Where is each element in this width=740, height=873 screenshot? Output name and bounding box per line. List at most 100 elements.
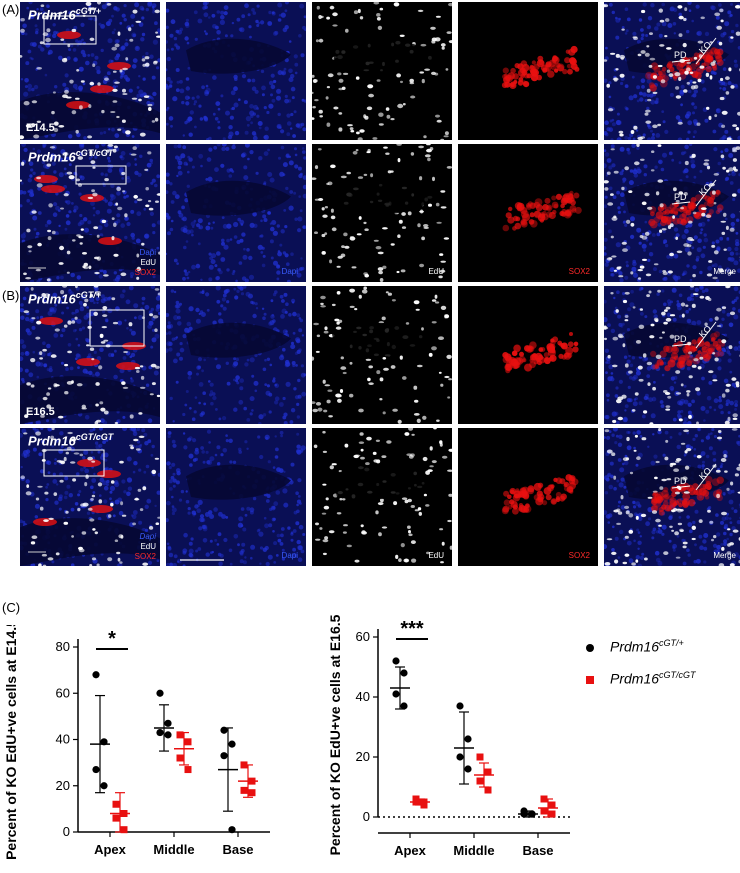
- x-tick-label: Base: [522, 843, 553, 858]
- data-point: [548, 801, 556, 809]
- data-point: [484, 786, 492, 794]
- micro-tile-sox2: SOX2: [458, 428, 598, 566]
- data-point: [476, 777, 484, 785]
- x-tick-label: Apex: [394, 843, 427, 858]
- data-point: [248, 777, 256, 785]
- data-point: [164, 731, 172, 739]
- data-point: [176, 754, 184, 762]
- micro-tile-dapi: Dapi: [166, 428, 306, 566]
- micro-tile-edu: EdU: [312, 144, 452, 282]
- channel-legend: Dapi EdU SOX2: [134, 532, 156, 561]
- y-axis-label: Percent of KO EdU+ve cells at E14.5: [3, 625, 19, 860]
- channel-label-edu: EdU: [428, 267, 444, 276]
- data-point: [456, 753, 464, 761]
- genotype-label: Prdm16cGT/+: [28, 290, 101, 307]
- y-tick-label: 0: [363, 809, 370, 824]
- micro-tile-sox2: [458, 286, 598, 424]
- svg-text:PD: PD: [674, 334, 687, 344]
- data-point: [92, 671, 100, 679]
- data-point: [520, 810, 528, 818]
- channel-label-sox2: SOX2: [568, 267, 590, 276]
- y-tick-label: 60: [56, 685, 70, 700]
- micro-tile-overview: Prdm16cGT/+ E14.5: [20, 2, 160, 140]
- significance-label: ***: [400, 618, 424, 640]
- channel-legend: Dapi EdU SOX2: [134, 248, 156, 277]
- y-tick-label: 40: [356, 689, 370, 704]
- micro-tile-edu: [312, 286, 452, 424]
- data-point: [156, 689, 164, 697]
- micro-tile-overview: Prdm16cGT/+ E16.5: [20, 286, 160, 424]
- y-tick-label: 20: [56, 778, 70, 793]
- data-point: [548, 810, 556, 818]
- svg-text:PD: PD: [674, 192, 687, 202]
- micro-tile-sox2: SOX2: [458, 144, 598, 282]
- channel-label-dapi: Dapi: [281, 551, 298, 560]
- legend-label-het: Prdm16cGT/+: [610, 638, 684, 655]
- x-tick-label: Base: [222, 842, 253, 857]
- data-point: [112, 814, 120, 822]
- panel-label-b: (B): [2, 288, 20, 303]
- panel-label-a: (A): [2, 2, 20, 17]
- genotype-label: Prdm16cGT/cGT: [28, 148, 114, 165]
- chart-e14-5: 0 20 40 60 80 Percent of KO EdU+ve cells at E…: [3, 625, 270, 860]
- stage-label: E14.5: [26, 122, 55, 134]
- data-point: [464, 765, 472, 773]
- legend-marker-ko: [586, 676, 594, 684]
- channel-label-merge: Merge: [713, 267, 736, 276]
- data-point: [392, 657, 400, 665]
- data-point: [400, 669, 408, 677]
- x-tick-label: Middle: [453, 843, 494, 858]
- data-point: [220, 752, 228, 760]
- data-point: [120, 810, 128, 817]
- data-point: [112, 800, 120, 808]
- micro-tile-dapi: [166, 286, 306, 424]
- y-tick-label: 0: [63, 824, 70, 839]
- y-axis-label: Percent of KO EdU+ve cells at E16.5: [327, 614, 343, 855]
- y-tick-label: 20: [356, 749, 370, 764]
- data-point: [156, 728, 164, 737]
- legend-marker-het: [586, 644, 594, 652]
- micro-tile-overview: Prdm16cGT/cGT Dapi EdU SOX2: [20, 428, 160, 566]
- data-point: [220, 726, 228, 734]
- data-point: [412, 798, 420, 806]
- channel-label-sox2: SOX2: [568, 551, 590, 560]
- micro-tile-dapi: [166, 2, 306, 140]
- channel-label-dapi: Dapi: [281, 267, 298, 276]
- data-point: [240, 786, 248, 794]
- micro-tile-merge: PD KO: [604, 2, 740, 140]
- data-point: [528, 810, 536, 818]
- data-point: [540, 795, 548, 803]
- x-tick-label: Middle: [153, 842, 194, 857]
- data-point: [240, 761, 248, 769]
- micro-tile-overview: Prdm16cGT/cGT Dapi EdU SOX2: [20, 144, 160, 282]
- micro-tile-merge: PD KO Merge: [604, 144, 740, 282]
- micro-tile-edu: EdU: [312, 428, 452, 566]
- micro-tile-edu: [312, 2, 452, 140]
- data-point: [92, 765, 100, 774]
- data-point: [476, 753, 484, 761]
- data-point: [164, 719, 172, 727]
- data-point: [176, 731, 184, 739]
- stage-label: E16.5: [26, 406, 55, 418]
- data-point: [420, 801, 428, 809]
- micro-tile-sox2: [458, 2, 598, 140]
- data-point: [184, 766, 192, 774]
- legend-label-ko: Prdm16cGT/cGT: [610, 670, 696, 687]
- micro-tile-merge: PD KO: [604, 286, 740, 424]
- data-point: [392, 690, 400, 698]
- micro-tile-merge: PD KO Merge: [604, 428, 740, 566]
- data-point: [228, 826, 236, 834]
- data-point: [100, 738, 108, 746]
- y-tick-label: 60: [356, 629, 370, 644]
- data-point: [400, 702, 408, 710]
- chart-e16-5: 0 20 40 60 Percent of KO EdU+ve cells at E16…: [327, 614, 570, 858]
- panel-label-c: (C): [2, 600, 21, 615]
- data-point: [484, 768, 492, 776]
- data-point: [248, 789, 256, 797]
- micro-tile-dapi: Dapi: [166, 144, 306, 282]
- data-point: [540, 807, 548, 815]
- data-point: [100, 782, 108, 790]
- channel-label-merge: Merge: [713, 551, 736, 560]
- y-tick-label: 40: [56, 732, 70, 747]
- svg-text:PD: PD: [674, 50, 687, 60]
